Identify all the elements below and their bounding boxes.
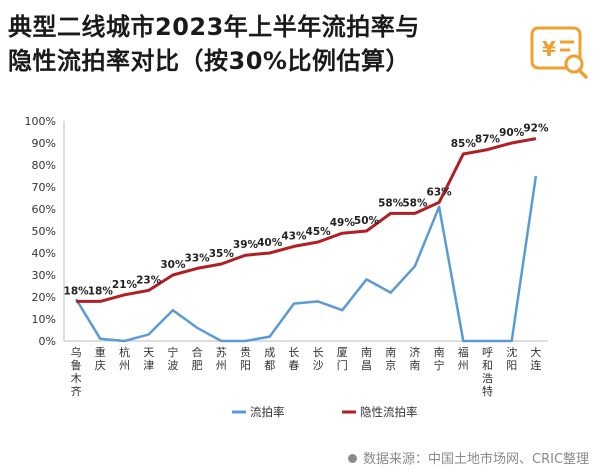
source-text: 数据来源：中国土地市场网、CRIC整理 (363, 452, 590, 467)
y-tick-label: 70% (32, 181, 56, 194)
x-tick-label: 成都 (264, 346, 275, 372)
y-tick-label: 20% (32, 291, 56, 304)
data-label: 35% (209, 248, 235, 260)
x-tick-label: 南昌 (361, 346, 372, 372)
data-label: 18% (64, 285, 90, 297)
data-label: 85% (451, 138, 477, 150)
x-tick-label: 苏州 (216, 346, 227, 372)
chart-title-line-2: 隐性流拍率对比（按30%比例估算） (8, 47, 410, 75)
y-tick-label: 90% (32, 137, 56, 150)
data-label: 45% (306, 226, 332, 238)
x-tick-label: 天津 (143, 346, 154, 372)
y-tick-label: 80% (32, 159, 56, 172)
x-tick-label: 乌鲁木齐 (71, 345, 82, 398)
data-label: 33% (185, 252, 211, 264)
series-line-hidden-flow-rate (76, 137, 537, 303)
x-tick-label: 济南 (409, 345, 420, 372)
x-tick-label: 厦门 (337, 346, 348, 372)
data-label: 39% (233, 239, 259, 251)
legend-label: 隐性流拍率 (360, 405, 418, 419)
data-label: 58% (378, 197, 404, 209)
data-label: 58% (402, 197, 428, 209)
x-tick-label: 贵阳 (240, 346, 251, 372)
y-tick-label: 60% (32, 203, 56, 216)
chart-title: 典型二线城市2023年上半年流拍率与 隐性流拍率对比（按30%比例估算） (8, 10, 508, 78)
data-label: 90% (499, 127, 525, 139)
data-label: 18% (88, 285, 114, 297)
x-tick-label: 杭州 (119, 345, 130, 372)
legend-item-hidden-flow-rate: 隐性流拍率 (342, 405, 418, 419)
legend-label: 流拍率 (250, 405, 285, 419)
x-tick-label: 宁波 (167, 345, 178, 372)
data-label: 63% (427, 186, 453, 198)
x-tick-label: 南宁 (434, 346, 445, 372)
data-label: 92% (523, 123, 549, 135)
data-label: 21% (112, 279, 138, 291)
source-dot-icon (348, 454, 357, 463)
y-tick-label: 30% (32, 269, 56, 282)
series-line-flow-rate (75, 175, 538, 343)
x-tick-label: 沈阳 (506, 345, 517, 372)
price-tag-search-icon: ¥ (528, 20, 590, 82)
y-tick-label: 0% (39, 335, 56, 348)
svg-text:¥: ¥ (542, 37, 556, 61)
data-label: 40% (257, 237, 283, 249)
y-tick-label: 40% (32, 247, 56, 260)
x-tick-label: 南京 (385, 346, 396, 372)
y-tick-label: 50% (32, 225, 56, 238)
y-tick-label: 100% (25, 115, 56, 128)
chart-title-line-1: 典型二线城市2023年上半年流拍率与 (8, 13, 420, 41)
data-label: 50% (354, 215, 380, 227)
x-tick-label: 合肥 (192, 345, 203, 372)
x-tick-label: 重庆 (95, 345, 106, 372)
x-tick-label: 福州 (458, 345, 469, 372)
y-tick-label: 10% (32, 313, 56, 326)
legend-item-flow-rate: 流拍率 (232, 405, 285, 419)
source-note: 数据来源：中国土地市场网、CRIC整理 (348, 448, 589, 467)
data-label: 49% (330, 217, 356, 229)
data-label: 30% (160, 259, 186, 271)
data-label: 23% (136, 274, 162, 286)
x-tick-label: 大连 (530, 345, 541, 372)
x-tick-label: 长沙 (313, 346, 324, 372)
data-label: 87% (475, 134, 501, 146)
x-tick-label: 长春 (288, 346, 299, 372)
x-tick-label: 呼和浩特 (482, 346, 493, 398)
data-label: 43% (281, 230, 307, 242)
